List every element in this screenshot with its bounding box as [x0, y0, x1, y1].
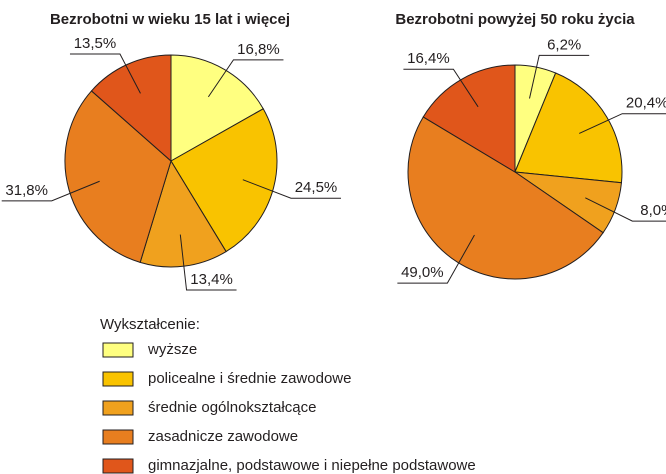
data-label: 16,4% [407, 50, 450, 67]
data-label: 13,5% [74, 35, 117, 52]
pie-slice [422, 64, 516, 173]
data-label: 24,5% [295, 179, 338, 196]
data-label: 49,0% [401, 264, 444, 281]
pie-slice [407, 116, 604, 280]
legend-title: Wykształcenie: [100, 316, 200, 333]
leader-line [397, 234, 475, 284]
legend-label: zasadnicze zawodowe [148, 428, 298, 445]
legend-label: gimnazjalne, podstawowe i niepełne podst… [148, 457, 476, 474]
leader-line [1, 180, 100, 202]
leader-line [179, 234, 237, 291]
data-label: 31,8% [5, 182, 48, 199]
legend-swatch [102, 400, 134, 416]
pie-slice [64, 90, 172, 264]
legend-swatch [102, 342, 134, 358]
legend-swatch [102, 371, 134, 387]
pie-slice [170, 108, 278, 253]
leader-line [207, 59, 284, 98]
leader-line [529, 54, 590, 99]
data-label: 16,8% [237, 41, 280, 58]
chart-title: Bezrobotni powyżej 50 roku życia [395, 11, 635, 28]
pie-slice [170, 54, 264, 162]
leader-line [242, 179, 342, 199]
legend-label: policealne i średnie zawodowe [148, 370, 351, 387]
data-label: 20,4% [626, 95, 666, 112]
data-label: 6,2% [547, 36, 581, 53]
legend-label: średnie ogólnokształcące [148, 399, 316, 416]
chart-title: Bezrobotni w wieku 15 lat i więcej [50, 11, 290, 28]
legend-swatch [102, 458, 134, 474]
leader-line [403, 68, 479, 108]
data-label: 13,4% [190, 271, 233, 288]
leader-line [579, 113, 666, 134]
pie-slice [514, 72, 623, 184]
legend-label: wyższe [147, 341, 197, 358]
pie-slice [90, 54, 172, 163]
legend-swatch [102, 429, 134, 445]
leader-line [69, 53, 141, 94]
data-label: 8,0% [640, 202, 666, 219]
